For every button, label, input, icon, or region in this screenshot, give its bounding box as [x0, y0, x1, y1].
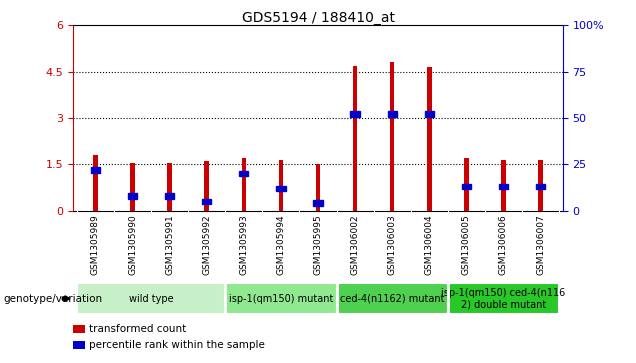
Text: percentile rank within the sample: percentile rank within the sample — [89, 340, 265, 350]
Bar — [225, 283, 336, 314]
Bar — [77, 283, 225, 314]
Bar — [390, 62, 394, 211]
Text: isp-1(qm150) ced-4(n116
2) double mutant: isp-1(qm150) ced-4(n116 2) double mutant — [441, 288, 565, 309]
Text: GSM1305990: GSM1305990 — [128, 214, 137, 275]
Text: isp-1(qm150) mutant: isp-1(qm150) mutant — [229, 294, 333, 303]
Bar — [501, 160, 506, 211]
Text: GSM1305991: GSM1305991 — [165, 214, 174, 275]
Text: wild type: wild type — [128, 294, 174, 303]
Text: GSM1305994: GSM1305994 — [277, 214, 286, 275]
Text: GSM1305995: GSM1305995 — [314, 214, 322, 275]
Bar — [130, 163, 135, 211]
Bar — [499, 184, 508, 189]
Bar — [167, 163, 172, 211]
Text: GSM1305992: GSM1305992 — [202, 214, 211, 275]
Text: GSM1306006: GSM1306006 — [499, 214, 508, 275]
Bar — [462, 184, 471, 189]
Bar — [448, 283, 559, 314]
Text: genotype/variation: genotype/variation — [3, 294, 102, 303]
Text: GSM1305993: GSM1305993 — [239, 214, 248, 275]
Bar — [536, 184, 545, 189]
Text: GSM1306002: GSM1306002 — [350, 214, 359, 275]
Text: GSM1306003: GSM1306003 — [388, 214, 397, 275]
Bar — [242, 158, 246, 211]
Bar — [539, 160, 543, 211]
Bar — [165, 193, 174, 199]
Bar — [91, 167, 100, 172]
Bar — [279, 160, 283, 211]
Bar — [239, 171, 249, 176]
Text: GSM1305989: GSM1305989 — [91, 214, 100, 275]
Text: GDS5194 / 188410_at: GDS5194 / 188410_at — [242, 11, 394, 25]
Text: GSM1306007: GSM1306007 — [536, 214, 545, 275]
Bar — [128, 193, 137, 199]
Bar — [353, 66, 357, 211]
Bar — [427, 67, 432, 211]
Text: GSM1306004: GSM1306004 — [425, 214, 434, 275]
Text: GSM1306005: GSM1306005 — [462, 214, 471, 275]
Bar — [202, 199, 211, 204]
Bar — [276, 185, 286, 191]
Bar — [93, 155, 98, 211]
Text: ced-4(n1162) mutant: ced-4(n1162) mutant — [340, 294, 445, 303]
Bar — [316, 164, 321, 211]
Bar — [387, 111, 397, 117]
Text: transformed count: transformed count — [89, 323, 186, 334]
Bar — [350, 111, 360, 117]
Bar — [336, 283, 448, 314]
Bar — [464, 158, 469, 211]
Bar — [314, 200, 322, 206]
Bar — [425, 111, 434, 117]
Bar — [205, 161, 209, 211]
